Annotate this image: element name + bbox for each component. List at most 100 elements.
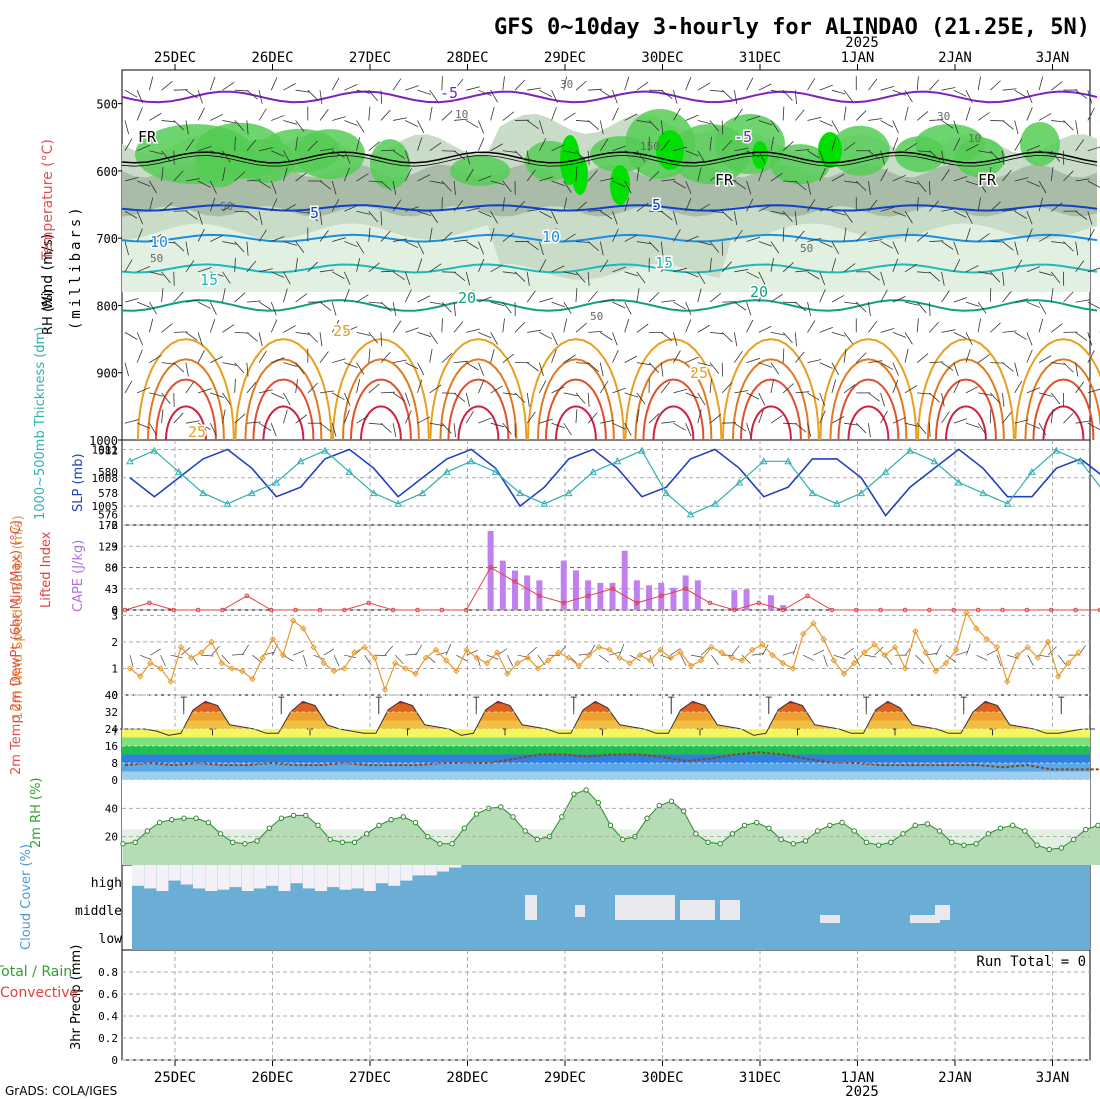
wind-barb <box>977 422 987 435</box>
wind10-barb <box>843 647 855 656</box>
wind-barb <box>855 422 867 434</box>
li-marker <box>293 607 298 613</box>
wind-barb <box>271 150 285 157</box>
wind-barb <box>331 77 340 91</box>
rh-marker <box>217 831 224 837</box>
cloud-middle-bar <box>615 895 675 920</box>
wind10-marker <box>616 654 623 662</box>
wind-barb <box>490 301 505 307</box>
cape-bar <box>487 530 494 610</box>
wind-barb <box>758 325 772 333</box>
isotherm-label: FR <box>978 171 997 189</box>
thickness-marker <box>199 489 207 497</box>
wind-barb <box>161 323 173 333</box>
isotherm-label: 20 <box>750 283 768 301</box>
wind-barb <box>283 204 296 212</box>
wind-barb <box>380 391 395 394</box>
rh-marker <box>936 828 943 834</box>
wind-barb <box>685 301 692 316</box>
wind-barb <box>344 150 351 164</box>
rh-tick-20: 20 <box>105 831 118 844</box>
wind-barb <box>258 229 267 242</box>
cape-bar <box>743 589 750 610</box>
cape-tick-0: 0 <box>111 604 118 617</box>
wind-barb <box>746 319 754 333</box>
cloud-high-bar <box>449 865 462 868</box>
wind-barb <box>648 362 660 373</box>
temp-tick-8: 8 <box>111 757 118 770</box>
wind-barb <box>1026 266 1041 273</box>
temp-tick-40: 40 <box>105 689 118 702</box>
wind-barb <box>965 90 973 103</box>
thickness-marker <box>686 510 695 518</box>
wind-barb <box>1014 419 1029 424</box>
temp-color-band <box>122 729 1090 738</box>
wind-barb <box>1014 241 1019 256</box>
rh-ylabel: 2m RH (%) <box>29 777 44 848</box>
precip-tick-0.6: 0.6 <box>98 988 118 1001</box>
wind-barb <box>929 392 941 403</box>
wind-barb <box>794 332 797 347</box>
li-tick-3: 3 <box>111 583 118 596</box>
pressure-label-700: 700 <box>96 232 118 246</box>
wind-barb <box>685 180 692 195</box>
isotherm-diurnal-loop <box>916 338 1015 441</box>
wind-barb <box>356 331 371 336</box>
rh-marker <box>315 822 321 829</box>
isotherm-diurnal-loop <box>847 405 890 441</box>
wind-barb <box>368 348 371 363</box>
wind-barb <box>526 271 530 286</box>
wind-barb <box>941 329 956 333</box>
wind10-marker <box>779 659 787 667</box>
wind10-marker <box>565 654 572 662</box>
wind-barb <box>660 241 664 256</box>
cloud-high-bar <box>290 865 303 884</box>
wind-barb <box>136 332 144 346</box>
precip-legend-total: Total / Rain <box>0 964 72 980</box>
wind-barb <box>344 392 351 406</box>
cloud-tick-middle: middle <box>75 904 122 919</box>
wind-barb <box>1075 178 1090 182</box>
wind-barb <box>612 387 626 394</box>
wind-barb <box>478 89 492 97</box>
wind-barb <box>368 227 371 242</box>
rh-marker <box>802 838 809 844</box>
wind-barb <box>136 90 144 104</box>
rh-marker <box>973 841 979 847</box>
wind-barb <box>855 110 867 121</box>
wind-barb <box>1026 422 1040 430</box>
wind-barb <box>1014 259 1023 273</box>
wind-barb <box>136 107 143 121</box>
wind-barb <box>527 87 542 91</box>
wind10-marker <box>646 657 654 664</box>
rh-marker <box>242 841 248 847</box>
wind10-marker <box>667 654 674 662</box>
thickness-marker <box>784 457 792 465</box>
wind-barb <box>978 392 992 396</box>
wind-barb <box>380 211 383 226</box>
wind-barb <box>807 116 822 121</box>
li-tick--6: -6 <box>105 519 118 532</box>
wind-barb <box>941 169 950 182</box>
cape-bar <box>767 595 774 610</box>
wind-barb <box>746 115 761 121</box>
li-marker <box>902 607 908 613</box>
wind-barb <box>734 180 747 190</box>
cape-bar <box>670 587 677 610</box>
wind-barb <box>831 173 845 182</box>
wind-barb <box>660 260 671 273</box>
top-date-1JAN: 1JAN <box>841 50 875 66</box>
wind-barb <box>271 236 285 242</box>
wind10-marker <box>952 646 960 654</box>
wind-barb <box>356 120 365 133</box>
wind-barb <box>222 362 237 366</box>
wind-barb <box>380 109 391 121</box>
wind-barb <box>246 421 261 424</box>
wind-barb <box>380 332 383 347</box>
rh-marker <box>290 812 297 819</box>
wind-barb <box>465 392 471 407</box>
thickness-marker <box>296 457 305 465</box>
li-marker <box>634 600 640 606</box>
wind10-marker <box>463 646 470 654</box>
